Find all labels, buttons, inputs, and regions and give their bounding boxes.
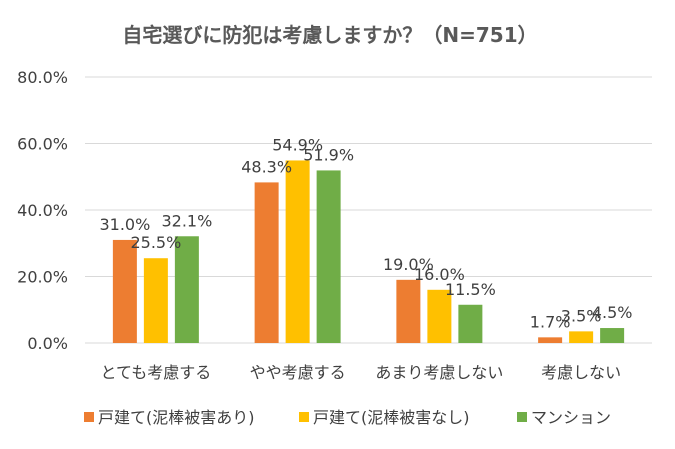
data-label: 16.0% (414, 265, 465, 284)
x-category-label: やや考慮する (250, 363, 346, 382)
data-label: 54.9% (272, 135, 323, 154)
x-category-label: 考慮しない (541, 363, 621, 382)
y-tick-label: 40.0% (17, 201, 68, 220)
bar (254, 182, 279, 343)
bar (174, 236, 199, 343)
y-tick-label: 80.0% (17, 68, 68, 87)
legend-label: マンション (531, 408, 611, 427)
y-tick-label: 0.0% (27, 334, 68, 353)
bars (112, 160, 625, 343)
data-label: 3.5% (561, 306, 602, 325)
y-axis-ticks: 0.0% 20.0% 40.0% 60.0% 80.0% (17, 68, 68, 353)
data-label: 48.3% (241, 157, 292, 176)
legend: 戸建て(泥棒被害あり) 戸建て(泥棒被害なし) マンション (84, 408, 611, 427)
legend-swatch (84, 412, 94, 422)
legend-swatch (299, 412, 309, 422)
data-labels: 31.0%25.5% 32.1% 48.3% 54.9%51.9% 19.0%16.0%… (99, 135, 632, 331)
data-label: 25.5% (130, 233, 181, 252)
bar (112, 239, 137, 343)
data-label: 19.0% (383, 255, 434, 274)
bar (316, 170, 341, 343)
bar (458, 304, 483, 343)
bar (569, 331, 594, 343)
legend-label: 戸建て(泥棒被害あり) (98, 408, 255, 427)
legend-swatch (517, 412, 527, 422)
data-label: 32.1% (161, 211, 212, 230)
legend-label: 戸建て(泥棒被害なし) (313, 408, 470, 427)
x-category-label: あまり考慮しない (375, 363, 503, 382)
x-category-label: とても考慮する (101, 363, 212, 382)
y-tick-label: 20.0% (17, 268, 68, 287)
data-label: 1.7% (530, 312, 571, 331)
bar (285, 160, 310, 343)
y-tick-label: 60.0% (17, 135, 68, 154)
bar (538, 337, 563, 343)
chart-title: 自宅選びに防犯は考慮しますか？（N=751） (122, 23, 537, 47)
bar (143, 258, 168, 343)
data-label: 4.5% (592, 303, 633, 322)
data-label: 31.0% (99, 215, 150, 234)
bar (396, 279, 421, 343)
data-label: 51.9% (303, 145, 354, 164)
bar (427, 289, 452, 343)
x-axis-categories: とても考慮する やや考慮する あまり考慮しない 考慮しない (101, 363, 622, 382)
bar (600, 328, 625, 343)
grid (85, 76, 652, 344)
data-label: 11.5% (445, 280, 496, 299)
